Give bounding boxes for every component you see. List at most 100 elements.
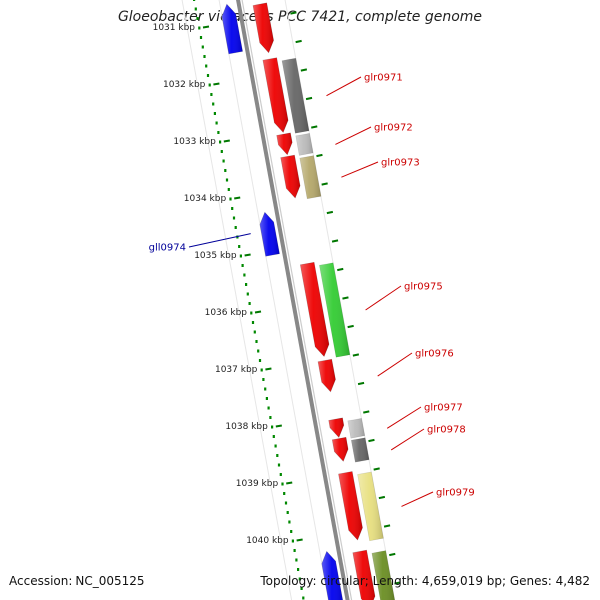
gc-dot bbox=[293, 549, 296, 552]
outer-tick bbox=[331, 239, 339, 243]
gc-dot bbox=[219, 140, 222, 144]
backbone-line bbox=[236, 0, 350, 600]
gc-dot bbox=[196, 17, 199, 20]
gc-dot bbox=[288, 520, 291, 524]
gc-dot bbox=[277, 463, 281, 467]
gene-label-glr0979[interactable]: glr0979 bbox=[436, 488, 475, 499]
cog-box-shade bbox=[351, 437, 370, 463]
accession-info: Accession: NC_005125 bbox=[9, 574, 145, 588]
gc-dot bbox=[290, 530, 293, 533]
gc-dot bbox=[264, 387, 267, 391]
gene-label-glr0975[interactable]: glr0975 bbox=[404, 282, 443, 293]
gene-track bbox=[221, 2, 396, 600]
gene-unlabeled-12[interactable] bbox=[321, 550, 344, 600]
outer-tick bbox=[305, 96, 313, 101]
gene-glr0973[interactable] bbox=[280, 154, 322, 200]
kbp-label: 1038 kbp bbox=[225, 422, 268, 432]
gc-dot bbox=[295, 558, 298, 562]
label-leader bbox=[326, 76, 362, 97]
kbp-tick bbox=[202, 25, 210, 29]
track-ring-1 bbox=[181, 0, 293, 600]
gc-dot bbox=[215, 121, 218, 125]
accession-label: Accession: bbox=[9, 574, 73, 588]
gc-dot bbox=[260, 368, 263, 372]
gc-dot bbox=[276, 454, 279, 457]
backbone-highlight bbox=[241, 0, 353, 600]
cog-box-shade bbox=[282, 58, 309, 134]
gene-glr0977[interactable] bbox=[328, 417, 366, 439]
gene-gll0974[interactable] bbox=[259, 211, 280, 257]
gene-glr0978[interactable] bbox=[331, 436, 370, 463]
gc-dot bbox=[229, 197, 232, 201]
genome-title: Gloeobacter violaceus PCC 7421, complete… bbox=[117, 9, 483, 25]
gene-label-glr0978[interactable]: glr0978 bbox=[427, 425, 466, 436]
gene-label-gll0974[interactable]: gll0974 bbox=[149, 243, 186, 254]
kbp-label: 1032 kbp bbox=[163, 80, 206, 90]
gene-arrow-shade bbox=[318, 359, 336, 392]
gene-glr0975[interactable] bbox=[299, 261, 351, 358]
gc-dot bbox=[283, 492, 286, 495]
gene-label-glr0976[interactable]: glr0976 bbox=[415, 349, 454, 360]
gene-glr0976[interactable] bbox=[317, 358, 336, 393]
cog-box-shade bbox=[357, 472, 384, 541]
gene-arrow-shade bbox=[222, 4, 243, 54]
outer-tick bbox=[290, 11, 297, 15]
kbp-label: 1033 kbp bbox=[173, 137, 216, 147]
kbp-tick bbox=[265, 367, 272, 371]
gc-dot bbox=[298, 577, 301, 581]
gc-dot bbox=[246, 292, 249, 296]
gene-arrow-shade bbox=[262, 57, 289, 133]
gene-label-glr0971[interactable]: glr0971 bbox=[364, 73, 403, 84]
cog-box-shade bbox=[295, 133, 314, 156]
gc-dot bbox=[238, 245, 241, 248]
kbp-tick bbox=[275, 424, 282, 428]
gene-arrow-shade bbox=[352, 550, 375, 600]
gene-arrow-shade bbox=[259, 212, 280, 257]
backbone bbox=[236, 0, 353, 600]
outer-tick bbox=[342, 296, 349, 300]
gc-dot bbox=[205, 64, 208, 68]
gc-dot bbox=[297, 568, 300, 571]
gc-dot bbox=[300, 587, 303, 590]
gene-label-glr0972[interactable]: glr0972 bbox=[374, 123, 413, 134]
gc-dot bbox=[217, 131, 220, 134]
gene-arrow-shade bbox=[300, 262, 329, 357]
gc-dot bbox=[269, 416, 272, 419]
kbp-label: 1034 kbp bbox=[184, 194, 227, 204]
gc-dot bbox=[194, 7, 197, 11]
kbp-label: 1036 kbp bbox=[205, 308, 248, 318]
gc-dot bbox=[239, 254, 242, 258]
outer-tick bbox=[394, 581, 401, 585]
gene-glr0972[interactable] bbox=[276, 132, 314, 156]
gc-dot bbox=[227, 188, 230, 191]
genome-stats: Topology: circular; Length: 4,659,019 bp… bbox=[260, 574, 590, 588]
gene-label-glr0973[interactable]: glr0973 bbox=[381, 158, 420, 169]
gc-dot bbox=[286, 511, 289, 514]
gc-dot bbox=[258, 359, 262, 362]
gene-unlabeled-10[interactable] bbox=[221, 3, 243, 55]
gc-dot bbox=[267, 406, 270, 410]
gc-dot bbox=[203, 55, 206, 58]
gc-dot bbox=[193, 0, 196, 1]
gene-label-glr0977[interactable]: glr0977 bbox=[424, 403, 463, 414]
gc-dot bbox=[250, 311, 253, 315]
kbp-tick bbox=[286, 481, 293, 485]
gc-dot bbox=[206, 74, 210, 77]
outer-tick bbox=[373, 467, 380, 471]
gene-glr0971[interactable] bbox=[262, 57, 310, 134]
gc-dot bbox=[208, 83, 211, 87]
outer-tick bbox=[295, 39, 302, 44]
outer-tick bbox=[311, 125, 318, 129]
label-leader bbox=[377, 352, 413, 377]
gc-dot bbox=[291, 539, 294, 543]
gc-dot bbox=[232, 216, 236, 220]
gene-glr0979[interactable] bbox=[338, 471, 384, 542]
kbp-label: 1039 kbp bbox=[236, 479, 279, 489]
gc-dot bbox=[271, 425, 274, 429]
gene-unlabeled-9[interactable] bbox=[252, 2, 274, 54]
gc-dot bbox=[265, 397, 268, 400]
gene-unlabeled-11[interactable] bbox=[352, 549, 396, 600]
outer-tick bbox=[352, 353, 360, 357]
gene-arrow-shade bbox=[321, 551, 343, 600]
